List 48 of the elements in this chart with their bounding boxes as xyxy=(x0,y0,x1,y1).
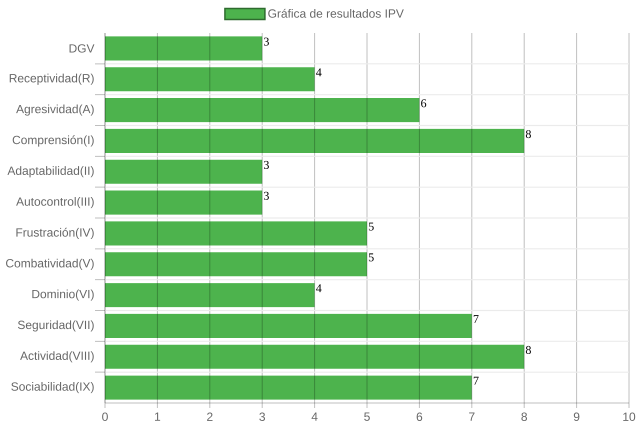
data-label: 8 xyxy=(526,130,531,138)
bar xyxy=(105,252,368,276)
data-label: 8 xyxy=(526,346,531,354)
x-tick-label: 3 xyxy=(259,412,265,421)
y-tick-label: Receptividad(R) xyxy=(10,74,94,85)
bar xyxy=(105,344,524,369)
x-tick-label: 2 xyxy=(207,412,213,421)
x-tick-label: 9 xyxy=(574,412,580,421)
x-tick-label: 6 xyxy=(416,412,422,421)
x-tick-label: 4 xyxy=(312,412,318,421)
bar xyxy=(105,128,524,153)
x-tick-label: 8 xyxy=(521,412,528,421)
data-label: 7 xyxy=(474,376,479,385)
data-label: 6 xyxy=(421,99,426,108)
data-label: 4 xyxy=(316,68,322,76)
y-tick-label: Comprensión(I) xyxy=(12,135,94,147)
bar xyxy=(105,314,472,338)
bar xyxy=(105,160,262,184)
data-label: 3 xyxy=(264,192,269,200)
data-label: 5 xyxy=(368,222,374,231)
bar xyxy=(105,190,262,215)
y-tick-label: Frustración(IV) xyxy=(16,228,94,240)
data-label: 7 xyxy=(474,315,479,323)
bar xyxy=(105,283,315,308)
y-tick-label: Agresividad(A) xyxy=(16,104,94,116)
bar xyxy=(105,98,420,122)
data-label: 3 xyxy=(264,160,269,169)
x-tick-label: 7 xyxy=(469,412,475,421)
y-tick-label: DGV xyxy=(70,44,94,53)
bar xyxy=(105,67,315,92)
x-tick-label: 5 xyxy=(364,412,370,421)
y-tick-label: Combatividad(V) xyxy=(6,258,94,270)
y-tick-label: Autocontrol(III) xyxy=(16,197,94,208)
data-label: 3 xyxy=(264,38,269,46)
bar xyxy=(105,221,368,246)
x-tick-label: 0 xyxy=(102,412,108,421)
bar xyxy=(105,36,262,60)
x-tick-label: 10 xyxy=(623,412,636,421)
x-tick-label: 1 xyxy=(154,412,160,421)
data-label: 5 xyxy=(368,253,374,262)
y-tick-label: Adaptabilidad(II) xyxy=(7,166,94,178)
y-tick-label: Seguridad(VII) xyxy=(18,320,94,332)
y-tick-label: Sociabilidad(IX) xyxy=(11,382,94,394)
y-tick-label: Dominio(VI) xyxy=(32,290,94,301)
data-label: 4 xyxy=(316,284,322,292)
y-tick-label: Actividad(VIII) xyxy=(20,351,94,362)
legend-label: Gráfica de resultados IPV xyxy=(268,8,404,18)
bar xyxy=(105,376,472,400)
